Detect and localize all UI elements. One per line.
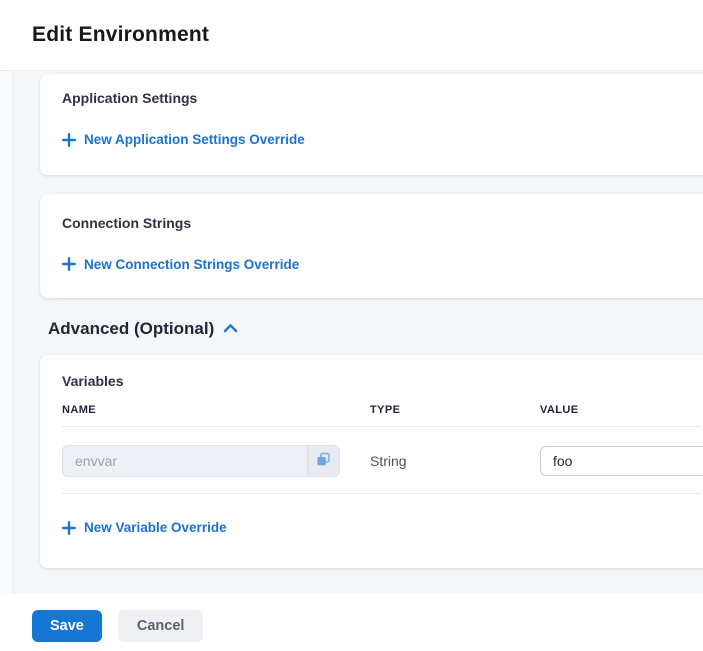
plus-icon: [62, 257, 76, 271]
variables-table-header: NAME TYPE VALUE: [62, 404, 701, 427]
save-button[interactable]: Save: [32, 610, 102, 642]
dialog-footer: Save Cancel: [0, 594, 703, 650]
page-title: Edit Environment: [32, 23, 210, 46]
column-header-type: TYPE: [370, 404, 401, 416]
new-connection-strings-override-button[interactable]: New Connection Strings Override: [62, 257, 299, 272]
copy-button[interactable]: [307, 446, 339, 476]
connection-strings-card: Connection Strings New Connection String…: [40, 193, 703, 298]
connection-strings-title: Connection Strings: [62, 214, 192, 231]
variable-name-input: [63, 446, 307, 476]
variables-card: Variables NAME TYPE VALUE: [40, 355, 703, 568]
variables-title: Variables: [62, 373, 124, 389]
column-header-value: VALUE: [540, 404, 579, 416]
advanced-section-toggle[interactable]: Advanced (Optional): [48, 319, 703, 339]
variable-type-value: String: [370, 453, 407, 469]
new-application-settings-override-button[interactable]: New Application Settings Override: [62, 132, 305, 147]
dialog-header: Edit Environment: [0, 0, 703, 71]
add-link-label: New Connection Strings Override: [84, 256, 300, 272]
application-settings-title: Application Settings: [62, 90, 198, 106]
application-settings-card: Application Settings New Application Set…: [40, 74, 703, 175]
variable-value-input[interactable]: [540, 446, 703, 476]
new-variable-override-button[interactable]: New Variable Override: [62, 520, 227, 535]
copy-icon: [316, 452, 331, 470]
cancel-button[interactable]: Cancel: [117, 610, 204, 642]
advanced-section-title: Advanced (Optional): [48, 319, 215, 338]
plus-icon: [62, 520, 76, 535]
add-link-label: New Variable Override: [84, 520, 227, 535]
content-area: Application Settings New Application Set…: [0, 71, 703, 594]
column-header-name: NAME: [62, 404, 96, 416]
table-row: String: [62, 427, 703, 494]
chevron-up-icon: [223, 320, 238, 338]
left-gutter: [0, 71, 13, 594]
variable-name-field: [62, 445, 340, 477]
plus-icon: [62, 132, 76, 147]
add-link-label: New Application Settings Override: [84, 132, 305, 147]
